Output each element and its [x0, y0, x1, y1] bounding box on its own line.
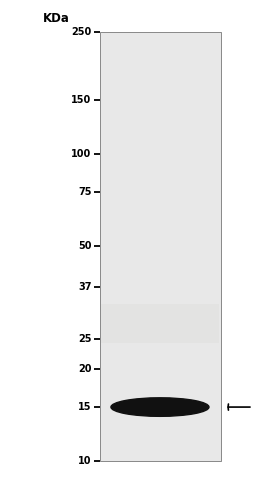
- Text: 15: 15: [78, 402, 92, 412]
- Text: 100: 100: [71, 149, 92, 159]
- Text: KDa: KDa: [43, 12, 70, 25]
- Text: 150: 150: [71, 95, 92, 105]
- Text: 250: 250: [71, 27, 92, 37]
- Bar: [100, 32, 221, 461]
- Text: 25: 25: [78, 334, 92, 344]
- Text: 37: 37: [78, 282, 92, 292]
- Ellipse shape: [111, 398, 209, 416]
- Text: 20: 20: [78, 364, 92, 374]
- Text: 10: 10: [78, 456, 92, 466]
- Text: 75: 75: [78, 187, 92, 197]
- Bar: [101, 305, 219, 344]
- Text: 50: 50: [78, 242, 92, 251]
